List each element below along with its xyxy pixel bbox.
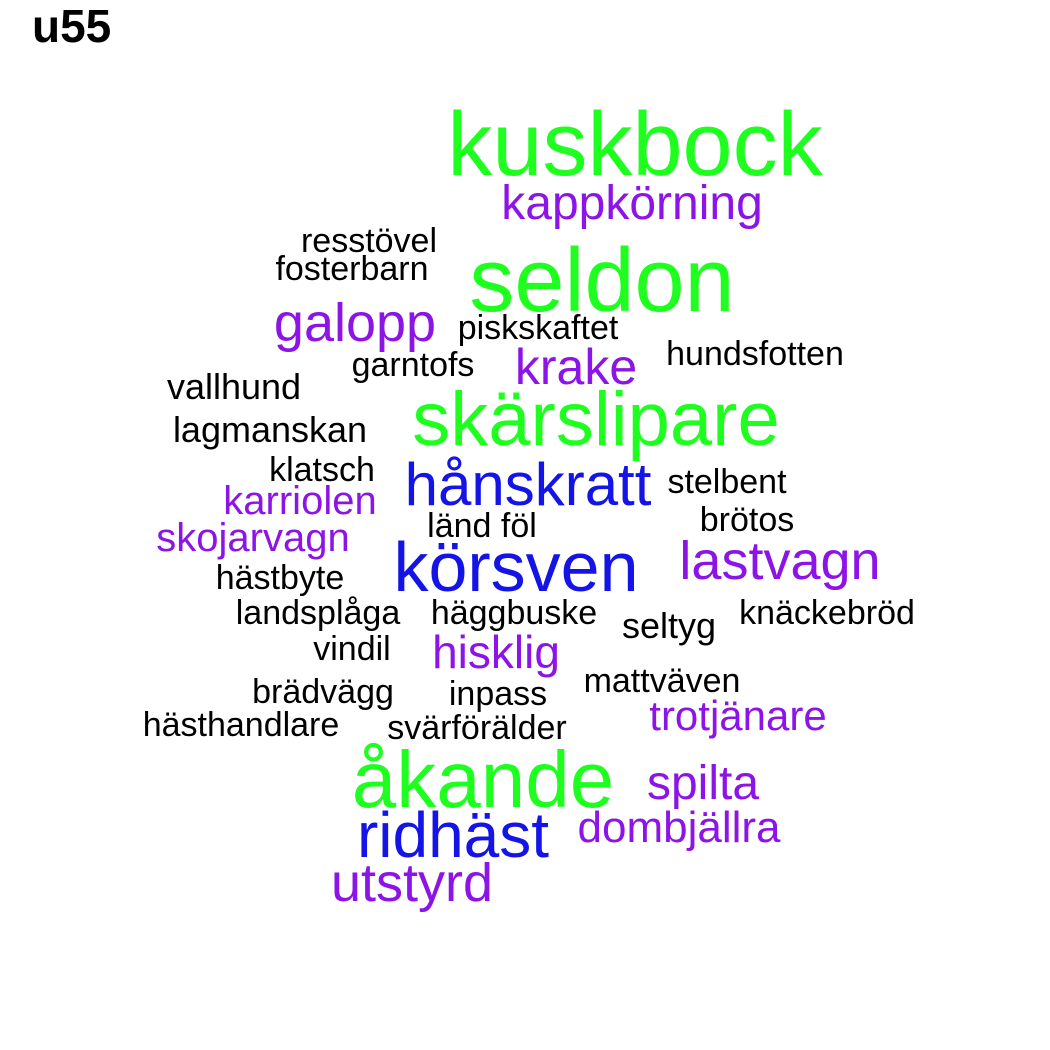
cloud-word: landsplåga bbox=[235, 594, 401, 632]
cloud-word: krake bbox=[514, 339, 638, 395]
cloud-word: hundsfotten bbox=[666, 335, 844, 373]
cloud-word: åkande bbox=[351, 735, 615, 824]
cloud-word: dombjällra bbox=[577, 803, 781, 852]
plot-title: u55 bbox=[32, 0, 112, 52]
cloud-word: resstövel bbox=[300, 222, 438, 260]
cloud-word: vindil bbox=[313, 630, 391, 668]
cloud-word: brötos bbox=[699, 501, 795, 539]
cloud-word: skärslipare bbox=[412, 377, 780, 462]
cloud-word: hästbyte bbox=[215, 559, 345, 597]
cloud-word: hånskratt bbox=[404, 451, 652, 518]
cloud-word: piskskaftet bbox=[457, 309, 619, 347]
cloud-word: hisklig bbox=[432, 626, 560, 678]
cloud-word: lagmanskan bbox=[172, 409, 368, 450]
cloud-word: häggbuske bbox=[430, 594, 598, 632]
cloud-word: knäckebröd bbox=[739, 594, 915, 632]
cloud-word: seltyg bbox=[621, 605, 717, 646]
cloud-word: karriolen bbox=[223, 479, 377, 523]
cloud-word: svärförälder bbox=[387, 709, 567, 747]
cloud-word: körsven bbox=[393, 528, 639, 606]
cloud-word: ridhäst bbox=[356, 799, 550, 871]
cloud-word: utstyrd bbox=[330, 853, 494, 913]
cloud-word: kappkörning bbox=[501, 177, 763, 230]
cloud-word: lastvagn bbox=[679, 531, 881, 591]
cloud-word: garntofs bbox=[351, 346, 475, 384]
cloud-word: stelbent bbox=[667, 463, 787, 501]
cloud-word: länd föl bbox=[427, 507, 537, 545]
cloud-word: klatsch bbox=[269, 451, 375, 489]
cloud-word: kuskbock bbox=[447, 95, 823, 195]
cloud-word: seldon bbox=[469, 231, 735, 331]
cloud-word: spilta bbox=[646, 757, 760, 810]
cloud-word: hästhandlare bbox=[142, 706, 340, 744]
cloud-word: skojarvagn bbox=[156, 516, 350, 560]
cloud-word: trotjänare bbox=[649, 692, 827, 739]
cloud-word: vallhund bbox=[166, 366, 302, 407]
cloud-word: brädvägg bbox=[252, 673, 394, 711]
cloud-word: fosterbarn bbox=[275, 250, 429, 288]
cloud-word: mattväven bbox=[583, 662, 741, 700]
cloud-word: galopp bbox=[273, 293, 437, 353]
cloud-word: inpass bbox=[448, 675, 548, 713]
